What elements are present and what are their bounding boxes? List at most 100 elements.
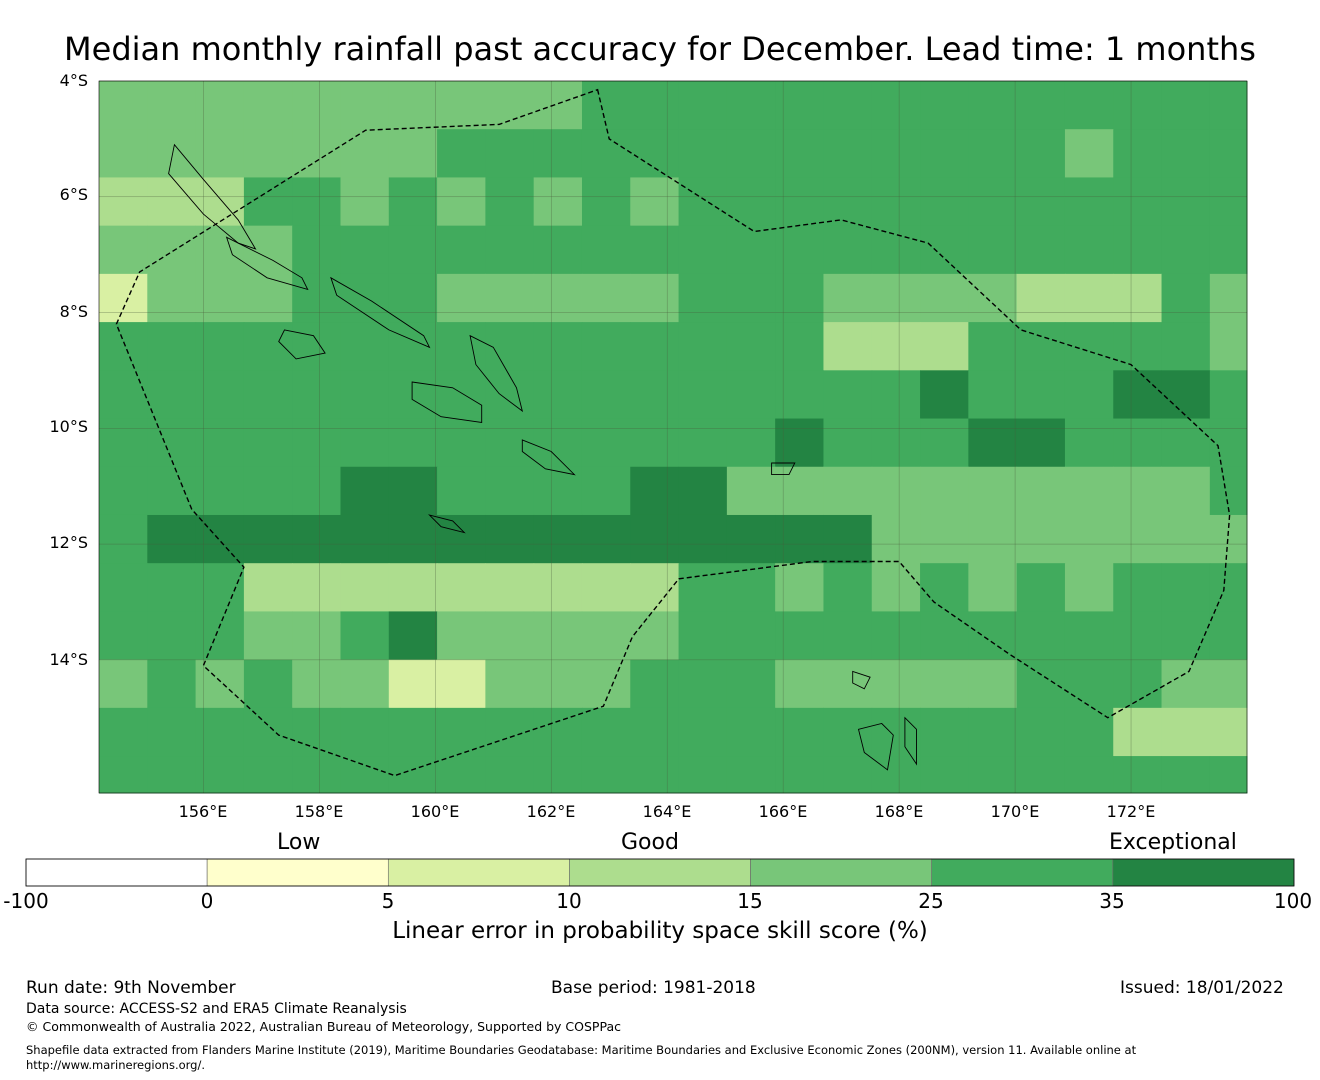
grid-cell xyxy=(1064,707,1114,757)
grid-cell xyxy=(630,177,680,227)
grid-cell xyxy=(437,563,486,612)
grid-cell xyxy=(775,563,824,612)
grid-cell xyxy=(871,707,921,757)
grid-cell xyxy=(726,177,776,227)
colorbar-segment xyxy=(569,858,751,887)
grid-cell xyxy=(775,322,824,371)
grid-cell xyxy=(1016,418,1066,468)
grid-cell xyxy=(871,466,921,516)
grid-cell xyxy=(243,611,293,661)
island-outline xyxy=(521,439,576,476)
grid-cell xyxy=(775,418,824,468)
grid-cell xyxy=(823,563,873,612)
grid-cell xyxy=(99,707,148,757)
grid-cell xyxy=(1161,756,1211,794)
grid-cell xyxy=(871,322,921,371)
grid-cell xyxy=(1113,418,1163,468)
colorbar-tick-label: 100 xyxy=(1273,889,1313,913)
grid-cell xyxy=(775,225,824,275)
grid-cell xyxy=(485,563,535,612)
island-outline xyxy=(852,670,871,690)
grid-cell xyxy=(823,611,873,661)
grid-cell xyxy=(678,611,728,661)
grid-cell xyxy=(292,466,341,516)
grid-cell xyxy=(823,514,873,564)
grid-cell xyxy=(292,225,341,275)
grid-cell xyxy=(533,129,583,178)
grid-cell xyxy=(823,129,873,178)
grid-cell xyxy=(920,659,969,709)
grid-cell xyxy=(147,225,197,275)
grid-cell xyxy=(340,611,390,661)
grid-cell xyxy=(920,611,969,661)
grid-cell xyxy=(388,273,438,323)
colorbar-tick-label: 15 xyxy=(737,889,763,913)
grid-cell xyxy=(1113,322,1163,371)
grid-cell xyxy=(1209,322,1248,371)
grid-cell xyxy=(1113,563,1163,612)
grid-cell xyxy=(726,225,776,275)
grid-cell xyxy=(678,129,728,178)
grid-cell xyxy=(1161,225,1211,275)
grid-cell xyxy=(630,81,680,130)
grid-cell xyxy=(823,81,873,130)
grid-cell xyxy=(775,611,824,661)
grid-cell xyxy=(195,611,245,661)
grid-cell xyxy=(99,659,148,709)
grid-cell xyxy=(292,177,341,227)
grid-cell xyxy=(340,707,390,757)
lat-tick-label: 8°S xyxy=(59,302,88,321)
grid-cell xyxy=(533,273,583,323)
grid-cell xyxy=(1209,177,1248,227)
grid-cell xyxy=(920,466,969,516)
grid-cell xyxy=(340,659,390,709)
grid-cell xyxy=(920,81,969,130)
grid-cell xyxy=(1113,177,1163,227)
grid-cell xyxy=(871,514,921,564)
grid-cell xyxy=(243,370,293,420)
colorbar-label: Linear error in probability space skill … xyxy=(392,918,928,944)
grid-cell xyxy=(533,177,583,227)
grid-cell xyxy=(340,129,390,178)
grid-cell xyxy=(968,370,1018,420)
grid-cell xyxy=(630,225,680,275)
grid-cell xyxy=(1209,563,1248,612)
grid-cell xyxy=(678,466,728,516)
grid-cell xyxy=(340,225,390,275)
grid-cell xyxy=(775,129,824,178)
grid-cell xyxy=(726,129,776,178)
grid-cell xyxy=(195,370,245,420)
colorbar xyxy=(25,858,1295,887)
grid-cell xyxy=(388,81,438,130)
grid-cell xyxy=(533,225,583,275)
grid-cell xyxy=(726,81,776,130)
lat-tick-label: 6°S xyxy=(59,185,88,204)
grid-cell xyxy=(243,466,293,516)
grid-cell xyxy=(99,177,148,227)
grid-cell xyxy=(388,129,438,178)
grid-cell xyxy=(292,418,341,468)
grid-cell xyxy=(726,466,776,516)
grid-cell xyxy=(871,177,921,227)
grid-cell xyxy=(292,563,341,612)
grid-cell xyxy=(1161,81,1211,130)
grid-cell xyxy=(678,659,728,709)
grid-cell xyxy=(678,563,728,612)
grid-cell xyxy=(581,514,631,564)
grid-cell xyxy=(968,418,1018,468)
grid-cell xyxy=(388,177,438,227)
grid-cell xyxy=(871,563,921,612)
colorbar-segment xyxy=(931,858,1114,887)
grid-cell xyxy=(1016,322,1066,371)
grid-cell xyxy=(823,466,873,516)
grid-cell xyxy=(485,514,535,564)
grid-cell xyxy=(1209,129,1248,178)
grid-cell xyxy=(147,707,197,757)
grid-cell xyxy=(533,563,583,612)
grid-cell xyxy=(437,273,486,323)
grid-cell xyxy=(823,273,873,323)
grid-cell xyxy=(920,707,969,757)
grid-cell xyxy=(678,273,728,323)
grid-cell xyxy=(147,273,197,323)
grid-cell xyxy=(726,611,776,661)
